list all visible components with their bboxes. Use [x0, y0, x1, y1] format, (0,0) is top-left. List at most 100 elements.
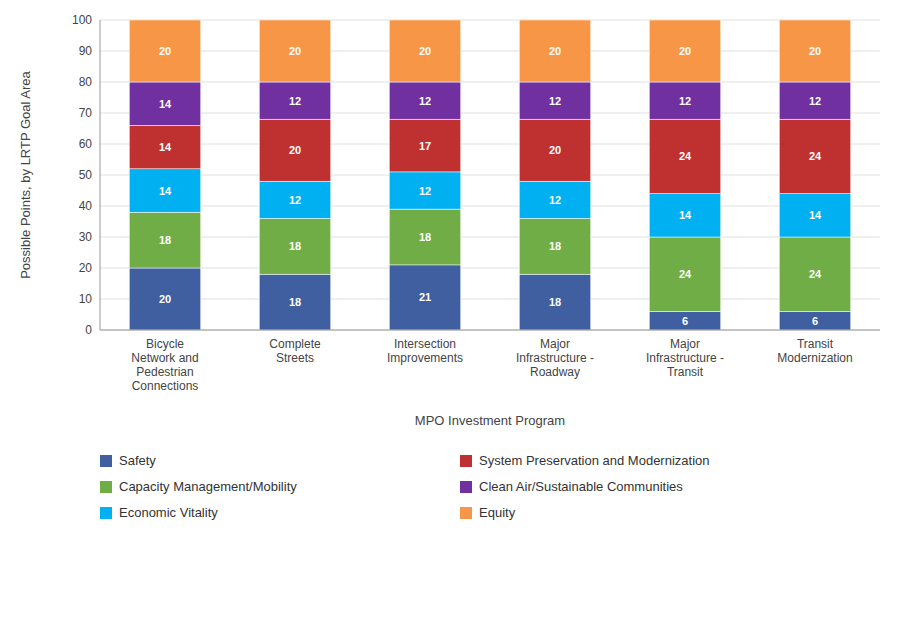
data-labels: 2018211866181818182424141212121414142017… [159, 45, 822, 327]
data-label: 18 [159, 234, 171, 246]
y-grid [100, 20, 880, 330]
grid-line [100, 237, 880, 238]
data-label: 14 [809, 209, 822, 221]
bar-segment [259, 181, 331, 218]
data-label: 20 [289, 45, 301, 57]
bar-segment [779, 82, 851, 119]
bar-segment [129, 212, 201, 268]
bar-segment [649, 82, 721, 119]
data-label: 17 [419, 140, 431, 152]
x-tick-line: Transit [797, 337, 834, 351]
bar-segment [259, 218, 331, 274]
data-label: 12 [289, 194, 301, 206]
legend-swatch [460, 455, 472, 467]
x-tick-line: Major [670, 337, 700, 351]
x-tick-line: Transit [667, 365, 704, 379]
data-label: 24 [679, 150, 692, 162]
x-tick-line: Connections [132, 379, 199, 393]
data-label: 20 [159, 293, 171, 305]
bar-segment [389, 20, 461, 82]
x-tick-line: Modernization [777, 351, 852, 365]
data-label: 20 [549, 144, 561, 156]
data-label: 14 [679, 209, 692, 221]
x-axis-line [100, 330, 880, 331]
data-label: 18 [289, 296, 301, 308]
legend-label: Equity [479, 505, 516, 520]
x-tick-line: Major [540, 337, 570, 351]
bars [129, 20, 851, 330]
bar-segment [389, 119, 461, 172]
x-tick-line: Pedestrian [136, 365, 193, 379]
bar-segment [519, 20, 591, 82]
data-label: 12 [289, 95, 301, 107]
data-label: 12 [419, 185, 431, 197]
bar-segment [779, 194, 851, 237]
x-tick-label: MajorInfrastructure -Transit [646, 337, 724, 379]
legend-label: System Preservation and Modernization [479, 453, 710, 468]
data-label: 20 [289, 144, 301, 156]
bar-segment [389, 265, 461, 330]
grid-line [100, 113, 880, 114]
grid-line [100, 82, 880, 83]
data-label: 14 [159, 185, 172, 197]
bar-segment [649, 20, 721, 82]
grid-line [100, 20, 880, 21]
legend-label: Clean Air/Sustainable Communities [479, 479, 683, 494]
legend-swatch [100, 455, 112, 467]
legend-swatch [100, 481, 112, 493]
x-tick-label: TransitModernization [777, 337, 852, 365]
bar-segment [649, 311, 721, 330]
bar-segment [129, 125, 201, 168]
grid-line [100, 330, 880, 331]
data-label: 14 [159, 141, 172, 153]
grid-line [100, 144, 880, 145]
bar-segment [779, 20, 851, 82]
bar-segment [649, 194, 721, 237]
data-label: 18 [419, 231, 431, 243]
data-label: 20 [419, 45, 431, 57]
bar-segment [649, 237, 721, 311]
bar-segment [259, 274, 331, 330]
grid-line [100, 206, 880, 207]
y-axis-title: Possible Points, by LRTP Goal Area [18, 70, 33, 278]
data-label: 21 [419, 291, 431, 303]
bar-segment [779, 237, 851, 311]
legend-label: Safety [119, 453, 156, 468]
bar-segment [519, 119, 591, 181]
x-tick-label: MajorInfrastructure -Roadway [516, 337, 594, 379]
bar-segment [779, 119, 851, 193]
legend-swatch [460, 481, 472, 493]
x-tick-line: Improvements [387, 351, 463, 365]
data-label: 24 [809, 268, 822, 280]
data-label: 12 [419, 95, 431, 107]
data-label: 18 [289, 240, 301, 252]
data-label: 20 [549, 45, 561, 57]
legend-label: Capacity Management/Mobility [119, 479, 297, 494]
bar-segment [519, 181, 591, 218]
x-tick-line: Infrastructure - [516, 351, 594, 365]
legend-swatch [100, 507, 112, 519]
x-tick-line: Roadway [530, 365, 580, 379]
legend: SafetyCapacity Management/MobilityEconom… [100, 453, 710, 520]
bar-segment [389, 82, 461, 119]
y-tick-label: 40 [79, 199, 93, 213]
x-tick-line: Complete [269, 337, 321, 351]
y-tick-label: 50 [79, 168, 93, 182]
bar-segment [259, 119, 331, 181]
y-axis-line [100, 20, 101, 330]
x-tick-line: Bicycle [146, 337, 184, 351]
bar-segment [519, 218, 591, 274]
bar-segment [259, 20, 331, 82]
data-label: 24 [809, 150, 822, 162]
bar-segment [649, 119, 721, 193]
legend-swatch [460, 507, 472, 519]
y-tick-label: 60 [79, 137, 93, 151]
grid-line [100, 268, 880, 269]
bar-segment [259, 82, 331, 119]
x-tick-line: Streets [276, 351, 314, 365]
bar-segment [389, 209, 461, 265]
data-label: 14 [159, 98, 172, 110]
x-tick-label: CompleteStreets [269, 337, 321, 365]
bar-segment [389, 172, 461, 209]
x-tick-label: BicycleNetwork andPedestrianConnections [131, 337, 198, 393]
